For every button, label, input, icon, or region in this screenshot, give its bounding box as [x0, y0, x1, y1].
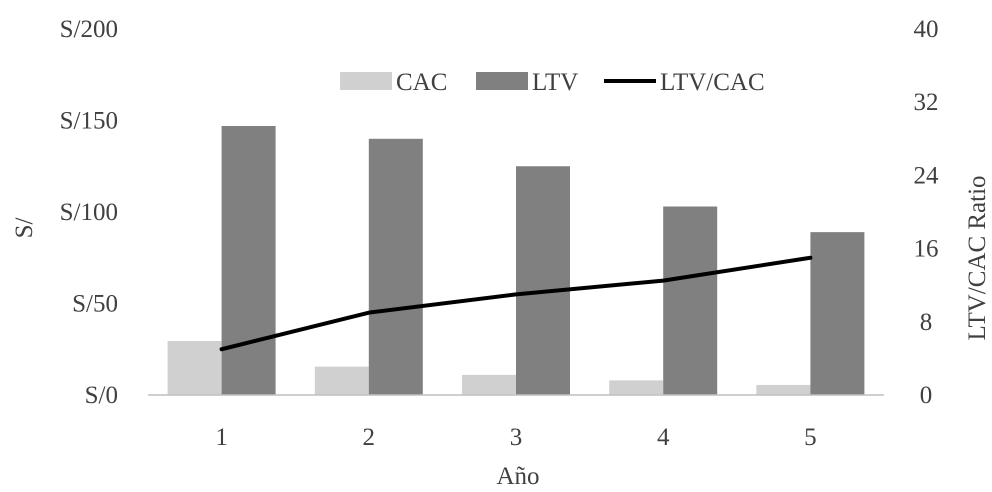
y-tick-label: S/150 — [60, 108, 118, 135]
y-tick-label: S/100 — [60, 199, 118, 226]
x-axis-title: Año — [496, 463, 539, 490]
y-tick-label: S/200 — [60, 16, 118, 43]
legend-swatch-ltv — [476, 72, 528, 90]
legend-label-cac: CAC — [396, 69, 447, 96]
bar-cac-1 — [167, 341, 222, 395]
y2-tick-label: 8 — [920, 309, 933, 336]
bar-ltv-5 — [810, 232, 865, 395]
bar-cac-5 — [756, 384, 811, 395]
y2-tick-label: 24 — [914, 162, 940, 189]
legend-swatch-cac — [340, 72, 392, 90]
y-tick-label: S/50 — [72, 291, 118, 318]
bar-ltv-1 — [221, 125, 276, 396]
y2-tick-label: 32 — [914, 89, 939, 116]
y-tick-label: S/0 — [85, 382, 118, 409]
bar-cac-3 — [462, 374, 516, 395]
y2-tick-label: 16 — [914, 236, 939, 263]
legend: CAC LTV LTV/CAC — [340, 69, 765, 96]
legend-label-ltv-cac: LTV/CAC — [660, 69, 765, 96]
y2-tick-label: 40 — [914, 16, 939, 43]
bar-series — [167, 125, 865, 396]
y-axis-title: S/ — [11, 218, 38, 239]
x-tick-label: 4 — [657, 424, 670, 451]
bar-ltv-3 — [516, 166, 570, 395]
x-tick-label: 1 — [215, 424, 228, 451]
bar-ltv-4 — [663, 206, 718, 395]
left-axis-ticks: S/0 S/50 S/100 S/150 S/200 — [60, 16, 118, 409]
bar-cac-4 — [609, 380, 664, 395]
y2-tick-label: 0 — [920, 382, 933, 409]
x-tick-label: 3 — [510, 424, 523, 451]
x-tick-label: 2 — [363, 424, 376, 451]
right-axis-ticks: 0 8 16 24 32 40 — [914, 16, 940, 409]
y2-axis-title: LTV/CAC Ratio — [964, 175, 991, 340]
legend-label-ltv: LTV — [532, 69, 578, 96]
line-series — [219, 255, 813, 352]
x-axis-ticks: 1 2 3 4 5 — [215, 424, 816, 451]
bar-ltv-2 — [368, 138, 423, 396]
x-tick-label: 5 — [804, 424, 817, 451]
bar-cac-2 — [314, 366, 369, 395]
